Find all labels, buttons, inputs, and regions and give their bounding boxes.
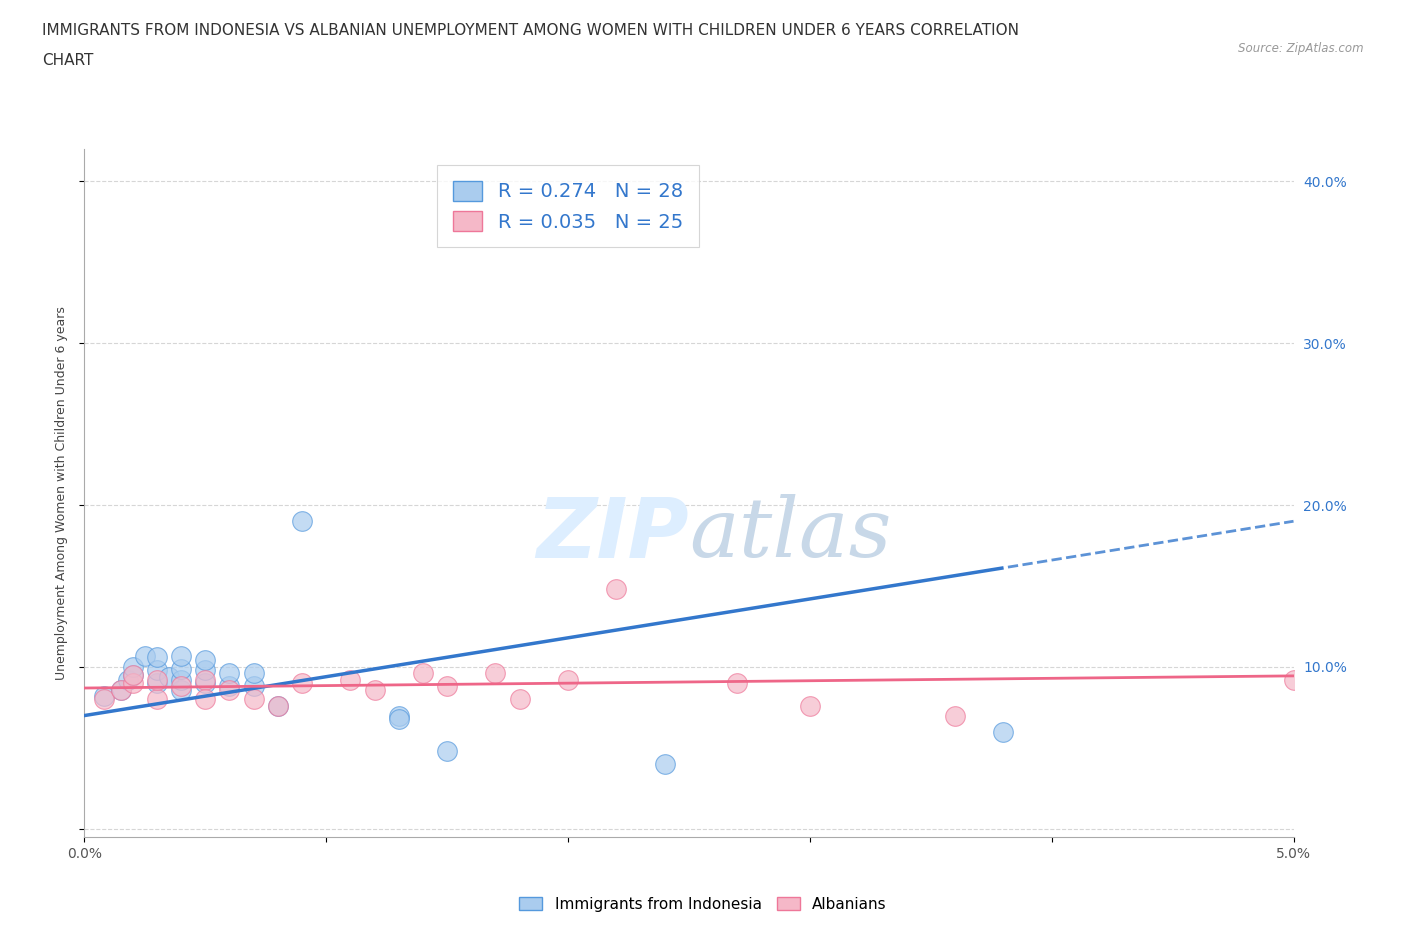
Point	[242, 666, 264, 681]
Point	[194, 663, 217, 678]
Point	[170, 661, 193, 676]
Point	[134, 648, 156, 663]
Point	[170, 648, 193, 663]
Point	[363, 683, 385, 698]
Point	[242, 679, 264, 694]
Point	[121, 668, 143, 683]
Legend: Immigrants from Indonesia, Albanians: Immigrants from Indonesia, Albanians	[513, 890, 893, 918]
Point	[146, 676, 169, 691]
Point	[1282, 672, 1305, 687]
Point	[194, 676, 217, 691]
Point	[218, 679, 240, 694]
Point	[194, 653, 217, 668]
Point	[170, 672, 193, 687]
Point	[121, 668, 143, 683]
Text: atlas: atlas	[689, 494, 891, 574]
Point	[291, 676, 314, 691]
Point	[170, 683, 193, 698]
Point	[412, 666, 434, 681]
Point	[121, 659, 143, 674]
Point	[157, 670, 180, 684]
Legend: R = 0.274   N = 28, R = 0.035   N = 25: R = 0.274 N = 28, R = 0.035 N = 25	[437, 166, 699, 247]
Point	[605, 582, 627, 597]
Point	[291, 513, 314, 528]
Point	[93, 692, 115, 707]
Point	[725, 676, 748, 691]
Point	[146, 650, 169, 665]
Point	[218, 683, 240, 698]
Text: ZIP: ZIP	[536, 494, 689, 575]
Point	[388, 711, 411, 726]
Point	[194, 692, 217, 707]
Point	[121, 676, 143, 691]
Point	[110, 683, 132, 698]
Point	[557, 672, 579, 687]
Point	[267, 698, 290, 713]
Point	[218, 666, 240, 681]
Point	[339, 672, 361, 687]
Text: Source: ZipAtlas.com: Source: ZipAtlas.com	[1239, 42, 1364, 55]
Point	[93, 689, 115, 704]
Text: CHART: CHART	[42, 53, 94, 68]
Point	[194, 672, 217, 687]
Point	[436, 679, 458, 694]
Y-axis label: Unemployment Among Women with Children Under 6 years: Unemployment Among Women with Children U…	[55, 306, 67, 680]
Point	[484, 666, 506, 681]
Point	[654, 757, 676, 772]
Point	[146, 672, 169, 687]
Point	[242, 692, 264, 707]
Point	[146, 692, 169, 707]
Point	[267, 698, 290, 713]
Point	[146, 663, 169, 678]
Point	[436, 744, 458, 759]
Point	[993, 724, 1015, 739]
Point	[117, 672, 139, 687]
Point	[170, 679, 193, 694]
Point	[110, 683, 132, 698]
Point	[943, 708, 966, 723]
Point	[799, 698, 821, 713]
Point	[388, 708, 411, 723]
Point	[509, 692, 531, 707]
Text: IMMIGRANTS FROM INDONESIA VS ALBANIAN UNEMPLOYMENT AMONG WOMEN WITH CHILDREN UND: IMMIGRANTS FROM INDONESIA VS ALBANIAN UN…	[42, 23, 1019, 38]
